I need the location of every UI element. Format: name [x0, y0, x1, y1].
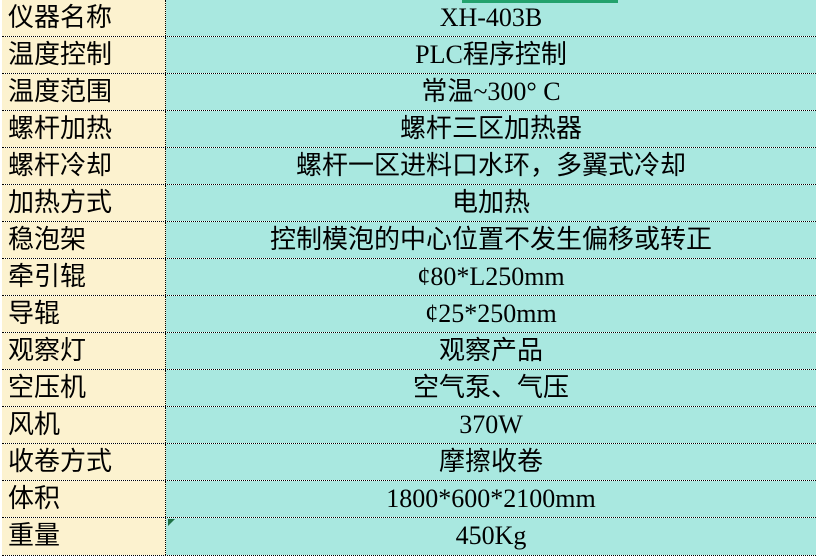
row-value-cell[interactable]: 观察产品: [166, 333, 816, 369]
row-label-cell[interactable]: 仪器名称: [2, 0, 166, 36]
table-row: 温度控制 PLC程序控制: [2, 37, 816, 74]
row-label-cell[interactable]: 螺杆冷却: [2, 148, 166, 184]
table-row: 加热方式 电加热: [2, 185, 816, 222]
row-value-cell[interactable]: XH-403B: [166, 0, 816, 36]
row-value-cell[interactable]: 电加热: [166, 185, 816, 221]
table-row: 稳泡架 控制模泡的中心位置不发生偏移或转正: [2, 222, 816, 259]
row-value-cell[interactable]: 370W: [166, 407, 816, 443]
table-row: 牵引辊 ¢80*L250mm: [2, 259, 816, 296]
row-value-cell[interactable]: 常温~300° C: [166, 74, 816, 110]
row-label-cell[interactable]: 牵引辊: [2, 259, 166, 295]
row-value-cell[interactable]: 螺杆三区加热器: [166, 111, 816, 147]
table-row: 体积 1800*600*2100mm: [2, 481, 816, 518]
green-top-bar: [462, 0, 618, 3]
table-row: 重量 450Kg: [2, 518, 816, 556]
row-label-cell[interactable]: 收卷方式: [2, 444, 166, 480]
row-label-cell[interactable]: 稳泡架: [2, 222, 166, 258]
table-row: 螺杆冷却 螺杆一区进料口水环，多翼式冷却: [2, 148, 816, 185]
table-row: 空压机 空气泵、气压: [2, 370, 816, 407]
row-label-cell[interactable]: 风机: [2, 407, 166, 443]
row-value-cell[interactable]: 螺杆一区进料口水环，多翼式冷却: [166, 148, 816, 184]
row-label-cell[interactable]: 温度范围: [2, 74, 166, 110]
table-row: 温度范围 常温~300° C: [2, 74, 816, 111]
row-value-cell[interactable]: 摩擦收卷: [166, 444, 816, 480]
row-value-cell[interactable]: 450Kg: [166, 518, 816, 555]
row-value-cell[interactable]: PLC程序控制: [166, 37, 816, 73]
table-row: 观察灯 观察产品: [2, 333, 816, 370]
cell-error-indicator-triangle: [168, 519, 175, 526]
row-value-cell[interactable]: 1800*600*2100mm: [166, 481, 816, 517]
row-label-cell[interactable]: 螺杆加热: [2, 111, 166, 147]
row-label-cell[interactable]: 导辊: [2, 296, 166, 332]
row-value-cell[interactable]: 空气泵、气压: [166, 370, 816, 406]
row-value-cell[interactable]: ¢25*250mm: [166, 296, 816, 332]
row-label-cell[interactable]: 重量: [2, 518, 166, 555]
row-label-cell[interactable]: 加热方式: [2, 185, 166, 221]
row-label-cell[interactable]: 观察灯: [2, 333, 166, 369]
table-row: 导辊 ¢25*250mm: [2, 296, 816, 333]
row-label-cell[interactable]: 空压机: [2, 370, 166, 406]
row-label-cell[interactable]: 温度控制: [2, 37, 166, 73]
table-row: 仪器名称 XH-403B: [2, 0, 816, 37]
row-label-cell[interactable]: 体积: [2, 481, 166, 517]
row-value-cell[interactable]: 控制模泡的中心位置不发生偏移或转正: [166, 222, 816, 258]
row-value-cell[interactable]: ¢80*L250mm: [166, 259, 816, 295]
table-row: 螺杆加热 螺杆三区加热器: [2, 111, 816, 148]
table-row: 风机 370W: [2, 407, 816, 444]
table-row: 收卷方式 摩擦收卷: [2, 444, 816, 481]
